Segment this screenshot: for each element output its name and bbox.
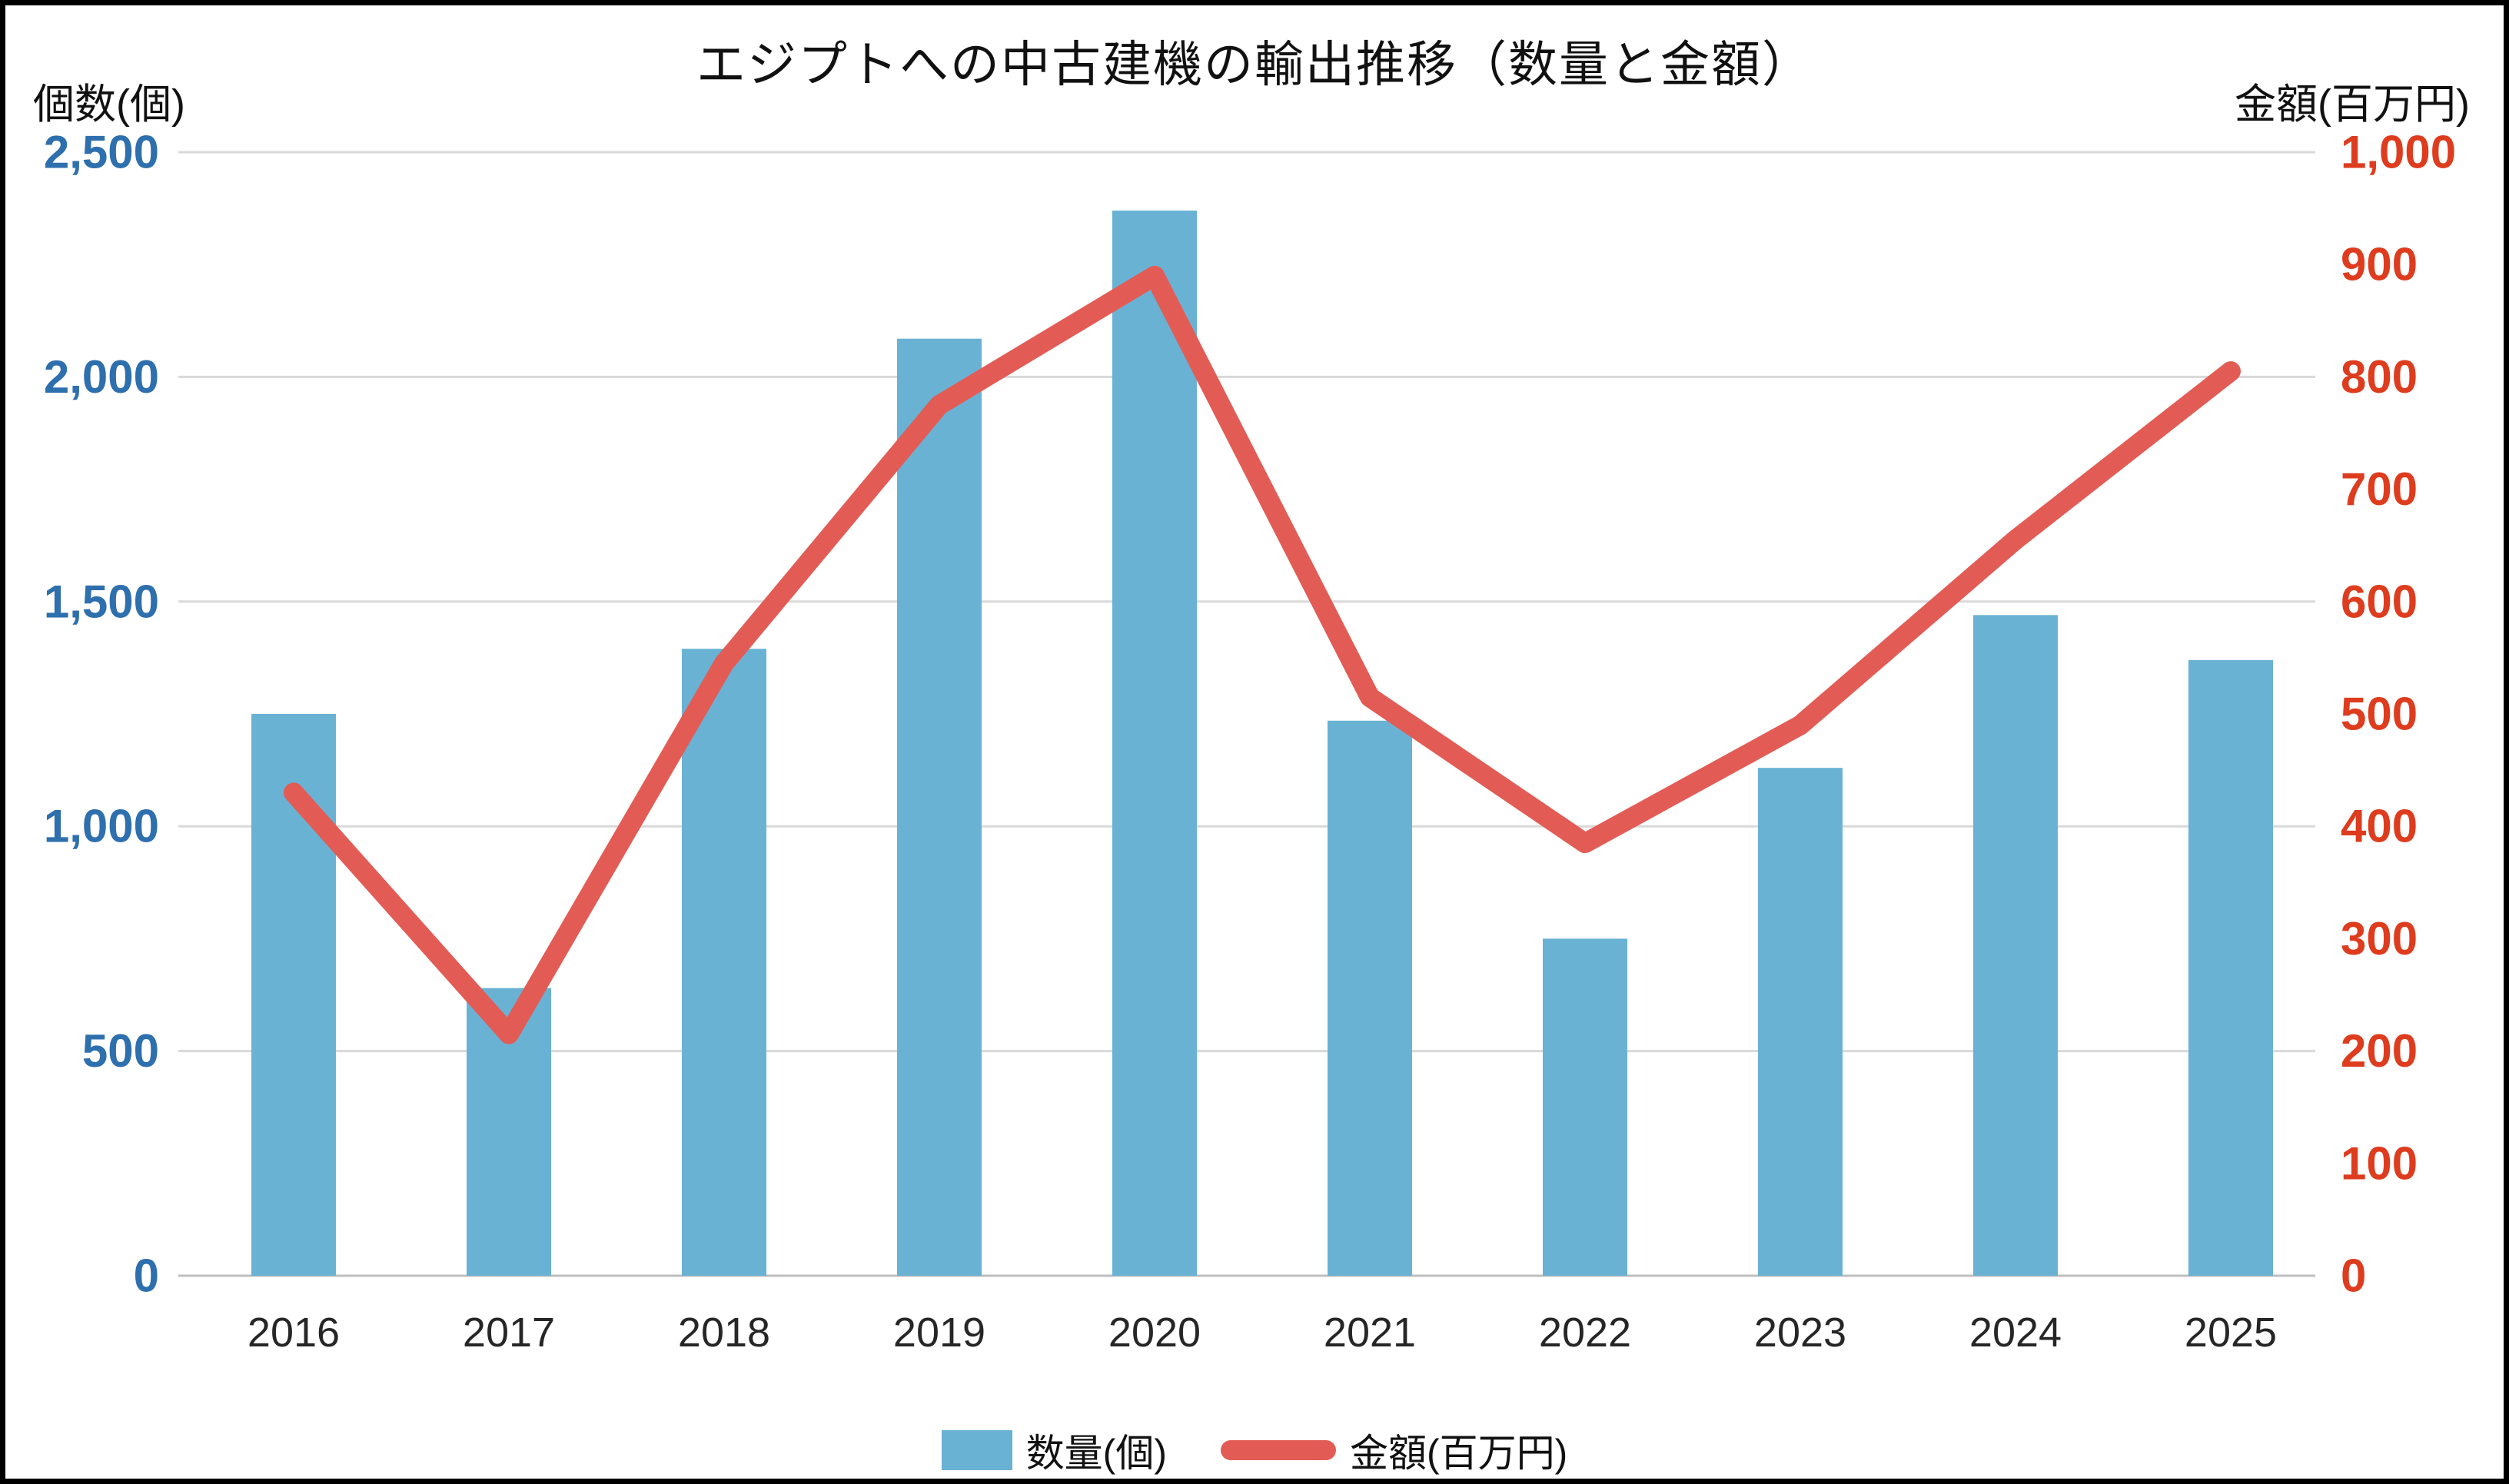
right-tick-400: 400 (2341, 801, 2418, 852)
bar-2021 (1328, 720, 1412, 1276)
legend-label-amount: 金額(百万円) (1350, 1432, 1568, 1475)
bar-2023 (1758, 768, 1843, 1276)
bar-2024 (1973, 615, 2058, 1276)
right-tick-700: 700 (2341, 463, 2418, 515)
left-tick-1500: 1,500 (44, 576, 159, 627)
left-tick-1000: 1,000 (44, 801, 159, 852)
bar-2019 (897, 338, 982, 1276)
right-axis-unit-label: 金額(百万円) (2235, 81, 2470, 128)
x-label-2024: 2024 (1969, 1310, 2062, 1356)
left-axis-unit-label: 個数(個) (33, 81, 185, 128)
legend-item-quantity: 数量(個) (941, 1423, 1167, 1478)
bar-2022 (1543, 938, 1627, 1276)
left-tick-500: 500 (82, 1025, 159, 1077)
right-tick-100: 100 (2341, 1137, 2418, 1189)
left-tick-2500: 2,500 (44, 127, 159, 178)
chart-plot: 0 500 1,000 1,500 2,000 2,500 0 100 200 300 400 500… (44, 127, 2456, 1356)
amount-line-swatch (1221, 1440, 1336, 1460)
right-tick-900: 900 (2341, 239, 2418, 290)
legend-item-amount: 金額(百万円) (1221, 1423, 1567, 1478)
x-label-2021: 2021 (1324, 1310, 1416, 1356)
right-tick-600: 600 (2341, 576, 2418, 627)
left-tick-0: 0 (134, 1250, 159, 1302)
x-label-2022: 2022 (1539, 1310, 1631, 1356)
right-tick-500: 500 (2341, 689, 2418, 740)
chart-title: エジプトへの中古建機の輸出推移（数量と金額） (696, 37, 1813, 92)
right-tick-0: 0 (2341, 1250, 2366, 1302)
left-tick-2000: 2,000 (44, 351, 159, 403)
amount-line (284, 265, 2241, 1044)
bar-2020 (1112, 211, 1197, 1277)
x-label-2016: 2016 (248, 1310, 340, 1356)
right-tick-200: 200 (2341, 1025, 2418, 1077)
x-label-2017: 2017 (463, 1310, 555, 1356)
x-label-2023: 2023 (1754, 1310, 1846, 1356)
x-label-2018: 2018 (678, 1310, 770, 1356)
legend: 数量(個) 金額(百万円) (5, 1419, 2504, 1479)
right-tick-800: 800 (2341, 351, 2418, 403)
right-tick-1000: 1,000 (2341, 127, 2456, 178)
x-label-2020: 2020 (1108, 1310, 1201, 1356)
bar-2018 (682, 649, 766, 1276)
legend-label-quantity: 数量(個) (1025, 1432, 1167, 1475)
bar-2025 (2188, 659, 2273, 1276)
x-label-2019: 2019 (893, 1310, 985, 1356)
quantity-bar-swatch (941, 1430, 1012, 1470)
right-tick-300: 300 (2341, 913, 2418, 964)
x-label-2025: 2025 (2185, 1310, 2277, 1356)
